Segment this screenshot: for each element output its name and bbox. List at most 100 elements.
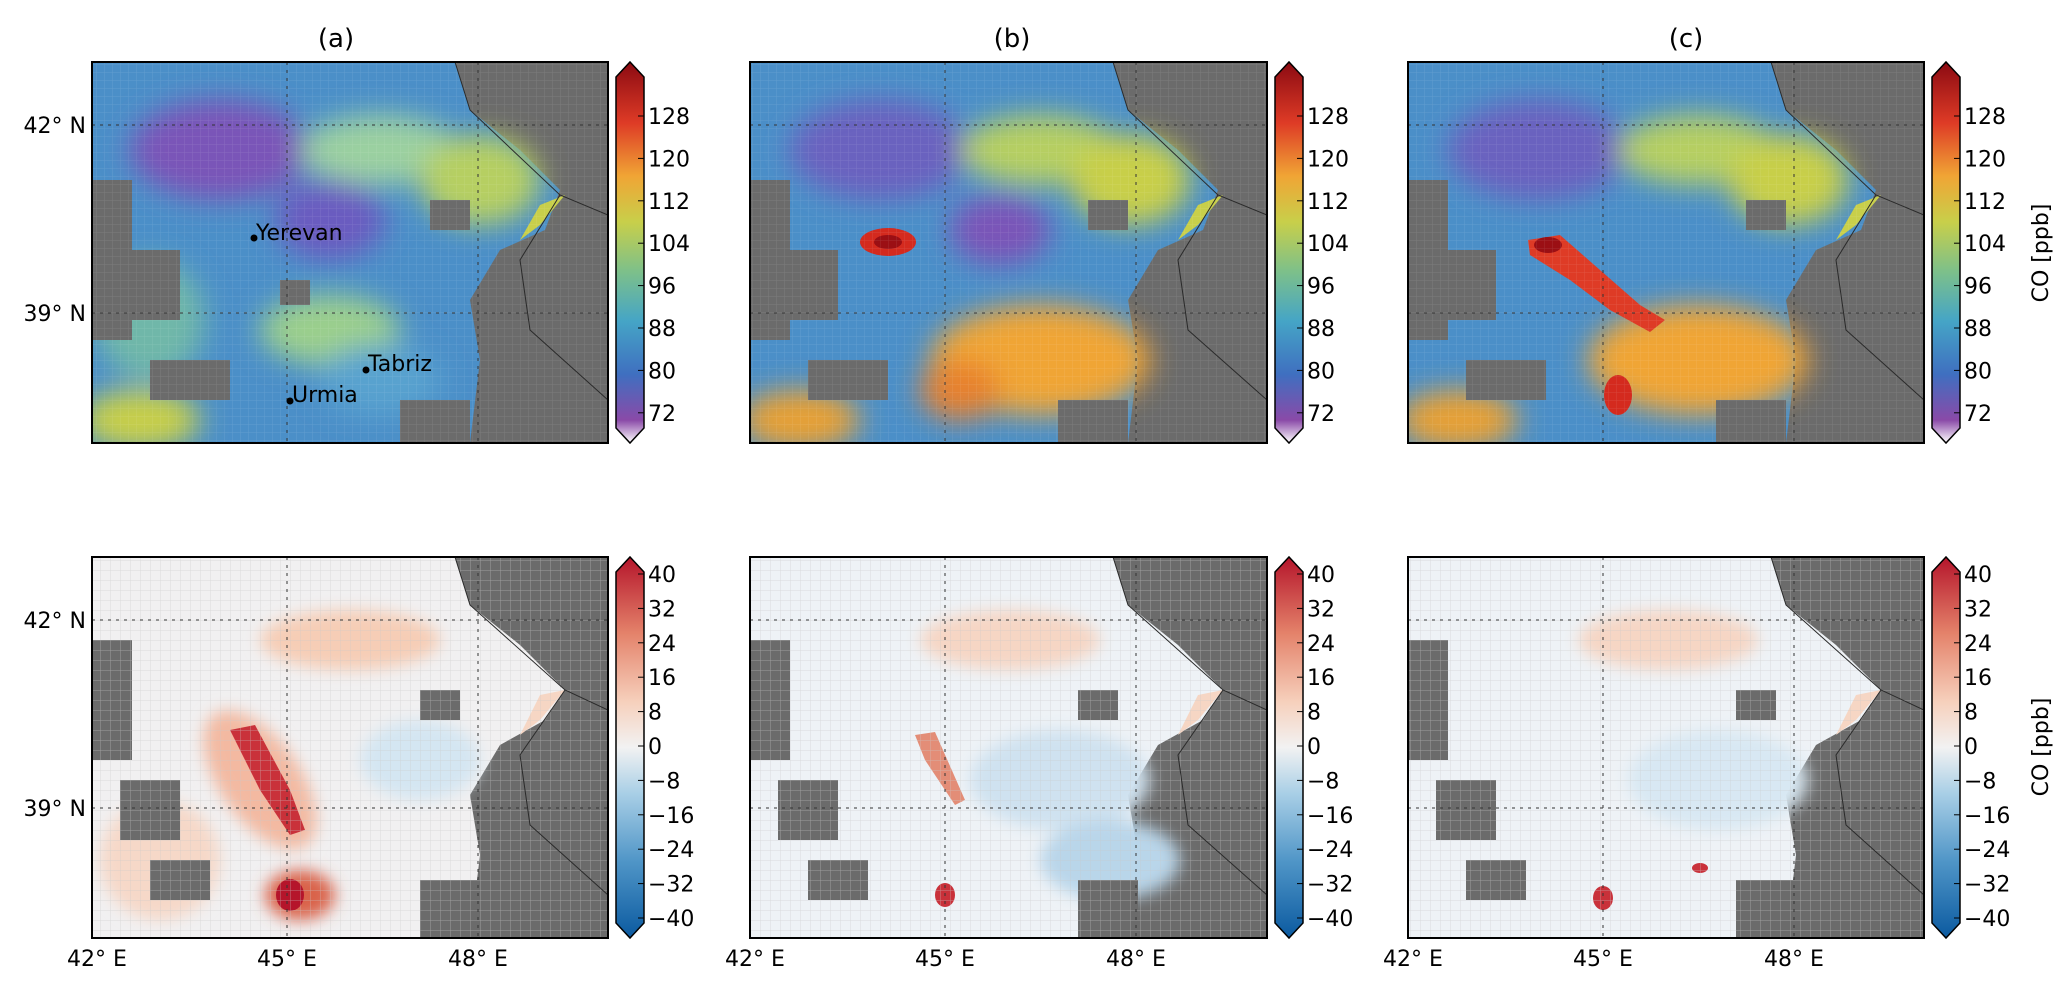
colorbar-top-label: CO [ppb] [2029, 204, 2054, 303]
panel-title-b: (b) [994, 24, 1031, 54]
colorbar-top-tick-label: 80 [1307, 359, 1335, 384]
colorbar-bottom-tick-label: 8 [1307, 701, 1321, 726]
colorbar-top-tick-label: 112 [648, 190, 690, 215]
map-panel-a-top [92, 62, 608, 443]
map-panel-c-top-frame [1407, 61, 1925, 444]
lon-tick-42e-c: 42° E [1383, 947, 1443, 972]
lat-tick-39n-bottom: 39° N [24, 797, 86, 822]
city-marker-yerevan [250, 234, 258, 242]
lon-tick-45e-c: 45° E [1573, 947, 1633, 972]
colorbar-top-tick-label: 96 [648, 275, 676, 300]
colorbar-top-tick-label: 88 [1307, 317, 1335, 342]
colorbar-bottom-tick-label: 16 [1307, 666, 1335, 691]
colorbar-top-tick-label: 112 [1307, 190, 1349, 215]
colorbar-bottom-tick-label: −32 [1307, 873, 1353, 898]
colorbar-bottom-tick-label: −40 [1964, 907, 2010, 932]
colorbar-bottom-tick-label: −32 [1964, 873, 2010, 898]
lon-tick-48e-a: 48° E [448, 947, 508, 972]
lat-tick-39n-top: 39° N [24, 302, 86, 327]
colorbar-bottom-c [1931, 555, 1961, 940]
lon-tick-42e-b: 42° E [725, 947, 785, 972]
colorbar-bottom-tick-label: 0 [1307, 735, 1321, 760]
colorbar-bottom-a [615, 555, 645, 940]
colorbar-bottom-tick-label: −24 [648, 838, 694, 863]
colorbar-top-tick-label: 88 [648, 317, 676, 342]
colorbar-top-tick-label: 120 [1964, 147, 2006, 172]
colorbar-bottom-tick-label: −24 [1307, 838, 1353, 863]
colorbar-bottom-tick-label: −16 [1964, 804, 2010, 829]
colorbar-top-tick-label: 128 [1964, 105, 2006, 130]
colorbar-bottom-tick-label: −16 [648, 804, 694, 829]
lon-tick-48e-b: 48° E [1106, 947, 1166, 972]
colorbar-bottom-label: CO [ppb] [2029, 698, 2054, 797]
colorbar-top-tick-label: 120 [1307, 147, 1349, 172]
colorbar-bottom-tick-label: 32 [1307, 597, 1335, 622]
colorbar-bottom-tick-label: 32 [1964, 597, 1992, 622]
colorbar-top-a [615, 60, 645, 445]
colorbar-bottom-tick-label: −8 [1307, 769, 1339, 794]
colorbar-top-tick-label: 112 [1964, 190, 2006, 215]
colorbar-bottom-tick-label: −8 [648, 769, 680, 794]
map-panel-b-top-frame [749, 61, 1268, 444]
colorbar-bottom-tick-label: 40 [1307, 563, 1335, 588]
colorbar-top-tick-label: 104 [1964, 232, 2006, 257]
lon-tick-42e-a: 42° E [67, 947, 127, 972]
colorbar-top-tick-label: 80 [648, 359, 676, 384]
lat-tick-42n-top: 42° N [24, 114, 86, 139]
colorbar-top-tick-label: 88 [1964, 317, 1992, 342]
colorbar-top-tick-label: 120 [648, 147, 690, 172]
colorbar-bottom-tick-label: 24 [648, 632, 676, 657]
colorbar-bottom-tick-label: −16 [1307, 804, 1353, 829]
city-label-yerevan: Yerevan [255, 221, 343, 246]
city-label-urmia: Urmia [292, 383, 358, 408]
map-panel-c-top [1408, 62, 1924, 443]
map-panel-a-top-frame [91, 61, 609, 444]
colorbar-top-c [1931, 60, 1961, 445]
lon-tick-45e-a: 45° E [257, 947, 317, 972]
colorbar-bottom-tick-label: 0 [1964, 735, 1978, 760]
panel-title-c: (c) [1669, 24, 1704, 54]
colorbar-bottom-tick-label: −8 [1964, 769, 1996, 794]
colorbar-bottom-tick-label: 8 [648, 701, 662, 726]
colorbar-bottom-tick-label: 40 [648, 563, 676, 588]
colorbar-top-tick-label: 104 [1307, 232, 1349, 257]
colorbar-bottom-tick-label: −40 [648, 907, 694, 932]
map-panel-a-bottom-frame [91, 556, 609, 939]
colorbar-bottom-tick-label: 24 [1307, 632, 1335, 657]
city-marker-urmia [286, 397, 294, 405]
colorbar-top-tick-label: 104 [648, 232, 690, 257]
colorbar-top-tick-label: 96 [1964, 275, 1992, 300]
colorbar-bottom-tick-label: 40 [1964, 563, 1992, 588]
city-marker-tabriz [362, 366, 370, 374]
map-panel-b-bottom-frame [749, 556, 1268, 939]
colorbar-bottom-tick-label: −32 [648, 873, 694, 898]
lon-tick-45e-b: 45° E [915, 947, 975, 972]
colorbar-bottom-tick-label: 0 [648, 735, 662, 760]
map-panel-b-bottom [750, 557, 1267, 938]
city-label-tabriz: Tabriz [367, 352, 432, 377]
colorbar-top-tick-label: 72 [648, 402, 676, 427]
colorbar-top-tick-label: 72 [1964, 402, 1992, 427]
colorbar-bottom-tick-label: 16 [648, 666, 676, 691]
colorbar-bottom-tick-label: 24 [1964, 632, 1992, 657]
colorbar-bottom-tick-label: −40 [1307, 907, 1353, 932]
colorbar-top-tick-label: 128 [1307, 105, 1349, 130]
colorbar-bottom-tick-label: 8 [1964, 701, 1978, 726]
map-panel-c-bottom [1408, 557, 1924, 938]
colorbar-top-tick-label: 72 [1307, 402, 1335, 427]
colorbar-top-b [1274, 60, 1304, 445]
lon-tick-48e-c: 48° E [1764, 947, 1824, 972]
colorbar-top-tick-label: 80 [1964, 359, 1992, 384]
colorbar-bottom-tick-label: 16 [1964, 666, 1992, 691]
panel-title-a: (a) [318, 24, 354, 54]
map-panel-c-bottom-frame [1407, 556, 1925, 939]
colorbar-bottom-tick-label: −24 [1964, 838, 2010, 863]
colorbar-bottom-tick-label: 32 [648, 597, 676, 622]
colorbar-top-tick-label: 128 [648, 105, 690, 130]
colorbar-top-tick-label: 96 [1307, 275, 1335, 300]
colorbar-bottom-b [1274, 555, 1304, 940]
map-panel-b-top [750, 62, 1267, 443]
map-panel-a-bottom [92, 557, 608, 938]
